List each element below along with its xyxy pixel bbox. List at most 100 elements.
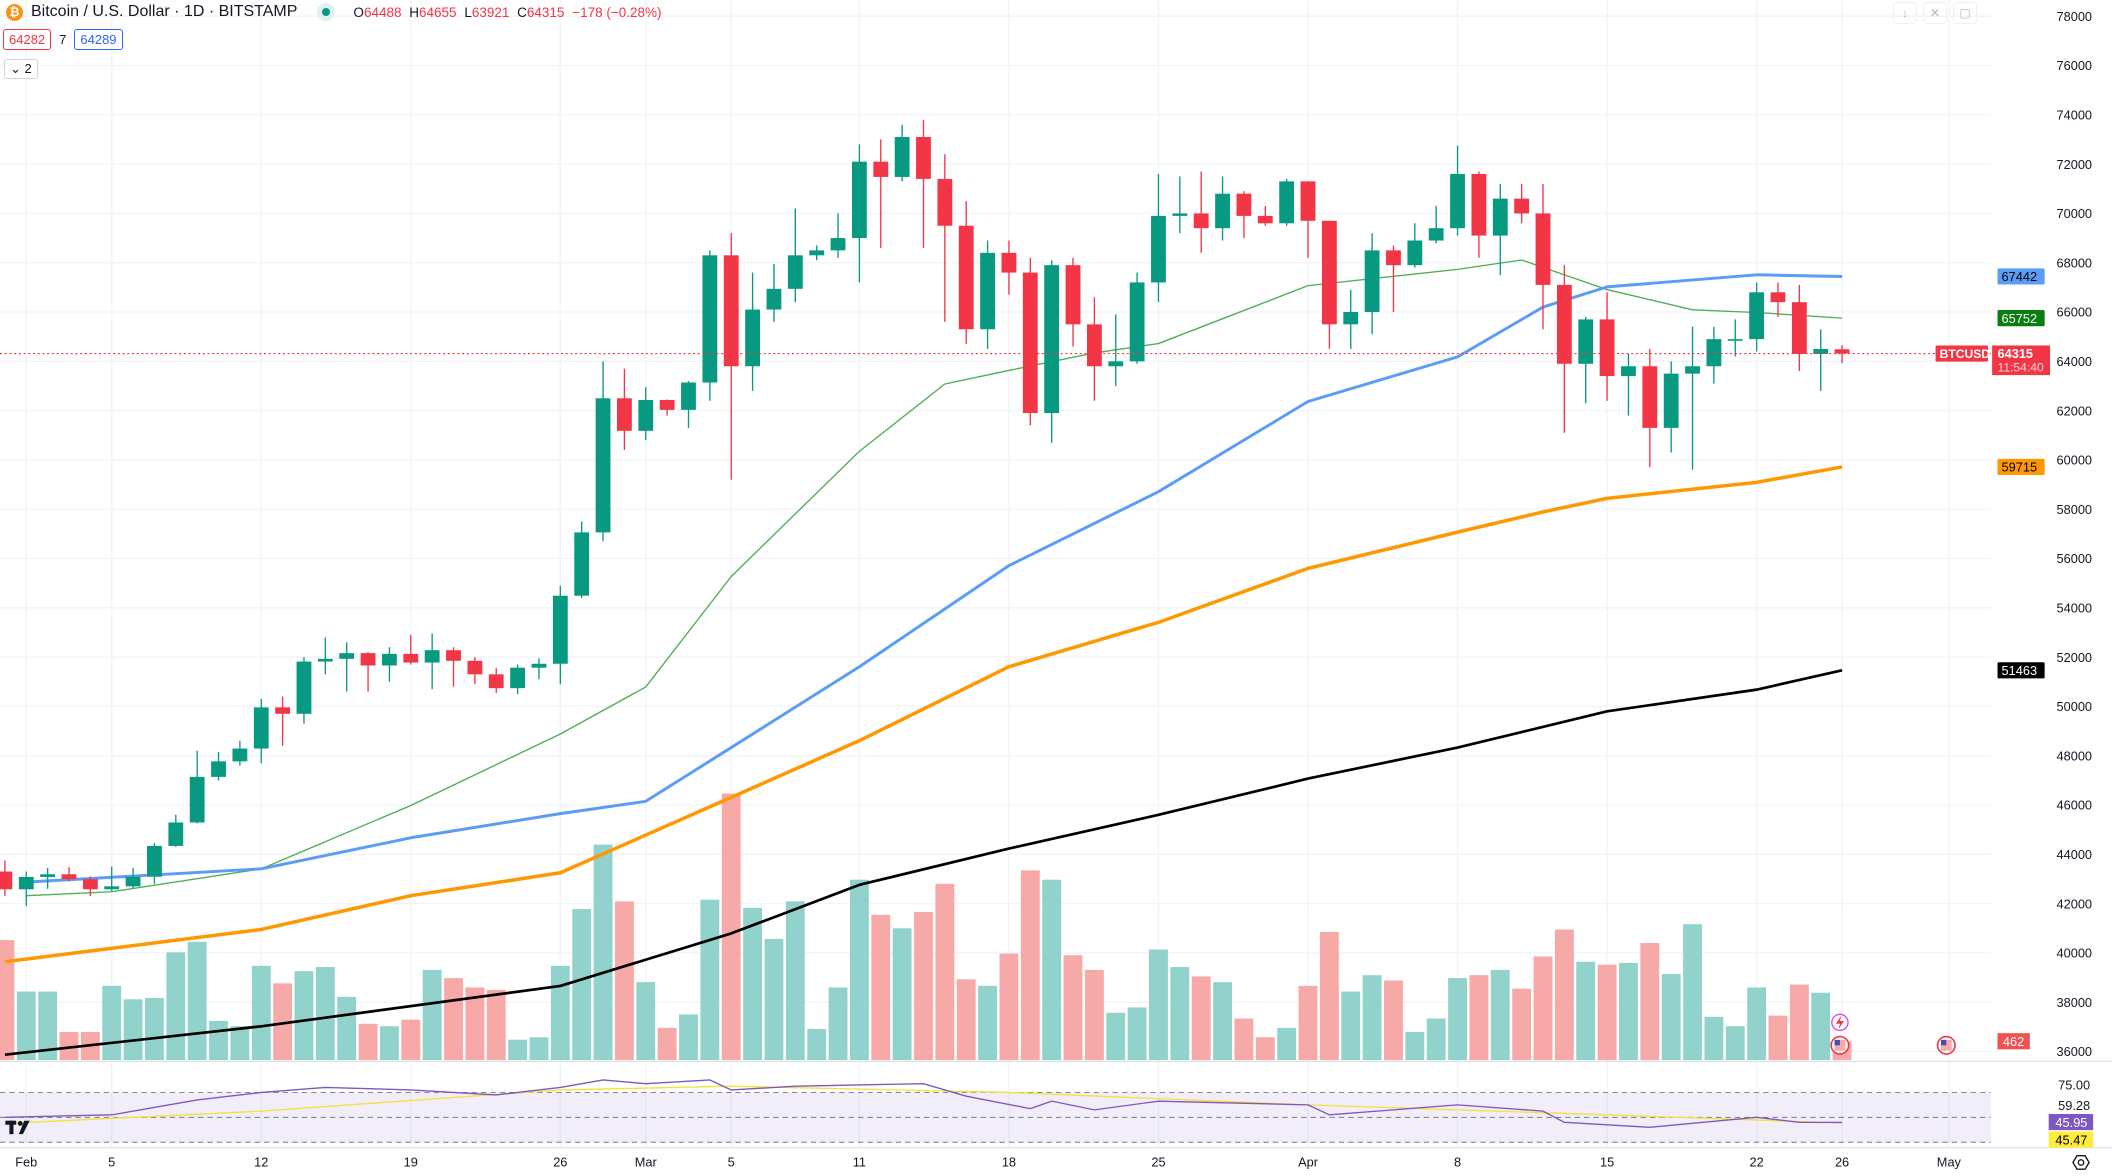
volume-bar — [1747, 987, 1767, 1061]
candle — [617, 368, 632, 451]
collapse-icon[interactable]: ✕ — [1923, 2, 1947, 24]
candle — [1450, 145, 1465, 236]
time-tick-label: 5 — [728, 1155, 735, 1170]
candle-body — [1044, 265, 1060, 414]
candle-body — [446, 650, 461, 661]
ma50-badge: 67442 — [2002, 269, 2038, 284]
arrow-down-icon[interactable]: ↓ — [1893, 2, 1917, 24]
volume-bar — [1405, 1031, 1425, 1061]
volume-bar — [1298, 985, 1318, 1061]
volume-bar — [1384, 980, 1403, 1061]
volume-bar — [935, 883, 955, 1061]
price-tick-label: 76000 — [2057, 58, 2093, 73]
events[interactable] — [1830, 1013, 1956, 1055]
volume-bar — [529, 1037, 549, 1061]
volume-bar — [1725, 1026, 1745, 1061]
volume-bar — [892, 928, 912, 1061]
us-flag-event-icon[interactable] — [1936, 1035, 1956, 1055]
candle — [1001, 240, 1017, 295]
open-value: 64488 — [363, 4, 402, 20]
volume-bar — [828, 987, 848, 1061]
candle — [424, 633, 440, 690]
candle-body — [296, 661, 312, 714]
volume-bar — [1042, 879, 1062, 1061]
us-flag-event-icon[interactable] — [1830, 1035, 1850, 1055]
price-tick-label: 68000 — [2057, 255, 2093, 270]
price-tick-label: 72000 — [2057, 157, 2093, 172]
candle-body — [1813, 348, 1829, 354]
time-tick-label: 26 — [1835, 1155, 1849, 1170]
candle — [1556, 265, 1572, 433]
settings-gear-icon[interactable] — [2072, 1155, 2090, 1170]
volume-bar — [978, 985, 998, 1061]
rsi-tick-label: 75.00 — [2058, 1078, 2090, 1093]
candle-body — [1578, 319, 1594, 364]
candle — [317, 637, 333, 675]
volume-bar — [315, 967, 335, 1061]
volume-bar — [700, 899, 720, 1061]
candle-body — [1086, 324, 1102, 367]
volume-bar — [1255, 1037, 1275, 1061]
volume-bar — [145, 998, 164, 1061]
candle — [1663, 361, 1679, 453]
bid-ask-row: 64282 7 64289 — [3, 29, 123, 50]
candle — [1471, 171, 1487, 258]
volume-bar — [1213, 982, 1232, 1061]
gear-outline — [2072, 1155, 2090, 1170]
candle — [1706, 326, 1722, 384]
volume-bar — [1811, 992, 1831, 1061]
candle — [1791, 284, 1807, 372]
volume-bar — [593, 844, 613, 1061]
candle-body — [1663, 373, 1679, 428]
candle-body — [0, 871, 13, 890]
candle — [702, 250, 718, 401]
candle — [168, 814, 184, 847]
flag-canton — [1834, 1039, 1840, 1046]
candle-body — [339, 653, 355, 659]
candle — [446, 647, 461, 687]
candle-body — [1428, 228, 1444, 241]
volume-bar — [785, 901, 805, 1061]
volume-bar — [721, 793, 741, 1061]
time-tick-label: 11 — [853, 1155, 866, 1170]
volume-bar — [1106, 1012, 1126, 1061]
symbol-badge-bg — [1935, 345, 1989, 362]
candle — [1749, 282, 1765, 352]
volume-bar — [999, 953, 1019, 1061]
candle-body — [1236, 193, 1252, 216]
candle — [809, 245, 825, 261]
candle — [531, 658, 547, 680]
spread-value: 7 — [59, 32, 67, 47]
candle-body — [1727, 339, 1743, 341]
volume-bar — [379, 1026, 399, 1061]
candle — [488, 668, 504, 693]
volume-bars — [0, 793, 1852, 1061]
sell-button[interactable]: 64282 — [3, 29, 52, 50]
rsi-ma-badge: 45.47 — [2055, 1132, 2087, 1147]
candle-body — [702, 255, 718, 383]
rsi-pane[interactable] — [0, 1060, 2112, 1149]
axes[interactable]: 78000 76000 74000 72000 70000 68000 66000 64000… — [5, 9, 2094, 1170]
ma200-badge: 51463 — [2002, 663, 2038, 678]
collapse-indicators-button[interactable]: ⌄ 2 — [4, 59, 38, 79]
price-tick-label: 70000 — [2057, 206, 2093, 221]
candle — [894, 124, 910, 182]
close-value: 64315 — [526, 4, 565, 20]
candle-body — [873, 161, 889, 177]
candle-body — [275, 707, 291, 714]
candle — [1813, 329, 1829, 391]
symbol-badge: BTCUSD — [1940, 347, 1991, 361]
ohlc-readout: O64488 H64655 L63921 C64315 −178 (−0.28%… — [353, 5, 665, 20]
candle-body — [809, 250, 825, 256]
candle — [787, 208, 803, 303]
candle — [1386, 245, 1401, 313]
candle — [61, 867, 77, 882]
candle — [1364, 233, 1380, 335]
buy-button[interactable]: 64289 — [74, 29, 123, 50]
candle-body — [980, 252, 995, 330]
symbol-title[interactable]: Bitcoin / U.S. Dollar · 1D · BITSTAMP — [31, 3, 298, 20]
maximize-icon[interactable]: ▢ — [1953, 2, 1977, 24]
candle — [275, 696, 291, 746]
candle-body — [1834, 349, 1850, 354]
